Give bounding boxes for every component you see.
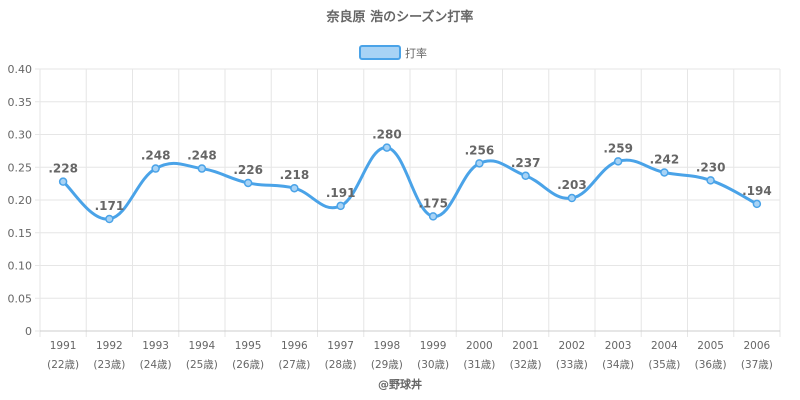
x-tick-label: 1992 bbox=[96, 340, 123, 352]
data-point bbox=[706, 176, 715, 185]
x-tick-label: 1996 bbox=[281, 340, 308, 352]
x-tick-sublabel: (25歳) bbox=[186, 359, 218, 371]
data-label: .175 bbox=[418, 196, 448, 210]
x-tick-label: 1994 bbox=[189, 340, 216, 352]
credit-text: @野球丼 bbox=[378, 377, 422, 391]
data-point bbox=[475, 159, 484, 168]
data-point bbox=[660, 168, 669, 177]
y-tick-label: 0.15 bbox=[8, 227, 33, 240]
data-point bbox=[567, 193, 577, 203]
x-tick-label: 2002 bbox=[559, 340, 586, 352]
x-tick-sublabel: (32歳) bbox=[510, 359, 542, 371]
x-tick-label: 2001 bbox=[512, 340, 539, 352]
x-tick-sublabel: (27歳) bbox=[278, 359, 310, 371]
data-label: .259 bbox=[603, 141, 633, 155]
x-tick-label: 2005 bbox=[697, 340, 724, 352]
y-axis-ticks: 0 0.05 0.10 0.15 0.20 0.25 0.30 0.35 0.40 bbox=[8, 63, 33, 338]
data-label: .226 bbox=[233, 163, 263, 177]
y-tick-label: 0.05 bbox=[8, 292, 33, 305]
x-tick-label: 1995 bbox=[235, 340, 262, 352]
data-point bbox=[58, 177, 68, 186]
x-tick-sublabel: (33歳) bbox=[556, 359, 588, 371]
data-point bbox=[197, 164, 207, 173]
x-tick-sublabel: (28歳) bbox=[325, 359, 357, 371]
x-tick-sublabel: (34歳) bbox=[602, 359, 634, 371]
data-point bbox=[290, 183, 299, 193]
data-label: .171 bbox=[95, 199, 125, 213]
x-tick-label: 1991 bbox=[50, 340, 77, 352]
data-label: .228 bbox=[48, 162, 78, 176]
series-line-path bbox=[62, 146, 758, 221]
x-tick-sublabel: (30歳) bbox=[417, 359, 449, 371]
data-label: .256 bbox=[465, 143, 495, 157]
data-label: .230 bbox=[696, 160, 726, 174]
x-tick-label: 1999 bbox=[420, 340, 447, 352]
x-axis-ticks: 1991 (22歳) 1992 (23歳) 1993 (24歳) 1994 (25歳) 1995… bbox=[47, 340, 773, 371]
x-tick-sublabel: (36歳) bbox=[695, 359, 727, 371]
data-label: .280 bbox=[372, 128, 402, 142]
data-point bbox=[243, 178, 253, 188]
data-label: .218 bbox=[280, 168, 310, 182]
series-line bbox=[62, 146, 758, 221]
data-label: .191 bbox=[326, 186, 356, 200]
x-tick-sublabel: (23歳) bbox=[93, 359, 125, 371]
data-point bbox=[382, 143, 392, 152]
grid bbox=[35, 68, 781, 337]
y-tick-label: 0.35 bbox=[8, 96, 33, 109]
data-label: .237 bbox=[511, 156, 541, 170]
x-tick-label: 2003 bbox=[605, 340, 632, 352]
data-point bbox=[105, 214, 114, 224]
data-label: .203 bbox=[557, 178, 587, 192]
data-point bbox=[151, 164, 160, 173]
data-point bbox=[336, 201, 345, 211]
x-tick-label: 1998 bbox=[374, 340, 401, 352]
x-tick-sublabel: (29歳) bbox=[371, 359, 403, 371]
data-point bbox=[428, 212, 438, 221]
data-point bbox=[521, 171, 530, 181]
data-label: .194 bbox=[742, 184, 772, 198]
x-tick-sublabel: (22歳) bbox=[47, 359, 79, 371]
x-tick-label: 2006 bbox=[744, 340, 771, 352]
data-labels: .228 .171 .248 .248 .226 .218 .191 .280 .175 .256… bbox=[48, 128, 771, 213]
y-tick-label: 0.40 bbox=[8, 63, 33, 76]
series-points bbox=[58, 143, 762, 224]
x-tick-label: 1993 bbox=[142, 340, 169, 352]
x-tick-label: 2000 bbox=[466, 340, 493, 352]
legend-label: 打率 bbox=[405, 46, 427, 60]
x-tick-sublabel: (35歳) bbox=[648, 359, 680, 371]
chart-title: 奈良原 浩のシーズン打率 bbox=[326, 9, 474, 25]
data-label: .248 bbox=[141, 149, 171, 163]
y-tick-label: 0 bbox=[25, 325, 32, 338]
y-tick-label: 0.10 bbox=[8, 260, 33, 273]
x-tick-sublabel: (26歳) bbox=[232, 359, 264, 371]
data-point bbox=[752, 199, 762, 209]
x-tick-label: 2004 bbox=[651, 340, 678, 352]
data-label: .242 bbox=[650, 152, 680, 166]
y-tick-label: 0.30 bbox=[8, 129, 33, 142]
y-tick-label: 0.20 bbox=[8, 194, 33, 207]
legend-swatch bbox=[359, 45, 401, 60]
x-tick-sublabel: (24歳) bbox=[140, 359, 172, 371]
x-tick-sublabel: (31歳) bbox=[463, 359, 495, 371]
data-label: .248 bbox=[187, 149, 217, 163]
y-tick-label: 0.25 bbox=[8, 161, 33, 174]
x-tick-label: 1997 bbox=[327, 340, 354, 352]
x-tick-sublabel: (37歳) bbox=[741, 359, 773, 371]
data-point bbox=[613, 157, 623, 166]
legend[interactable]: 打率 bbox=[359, 45, 427, 60]
